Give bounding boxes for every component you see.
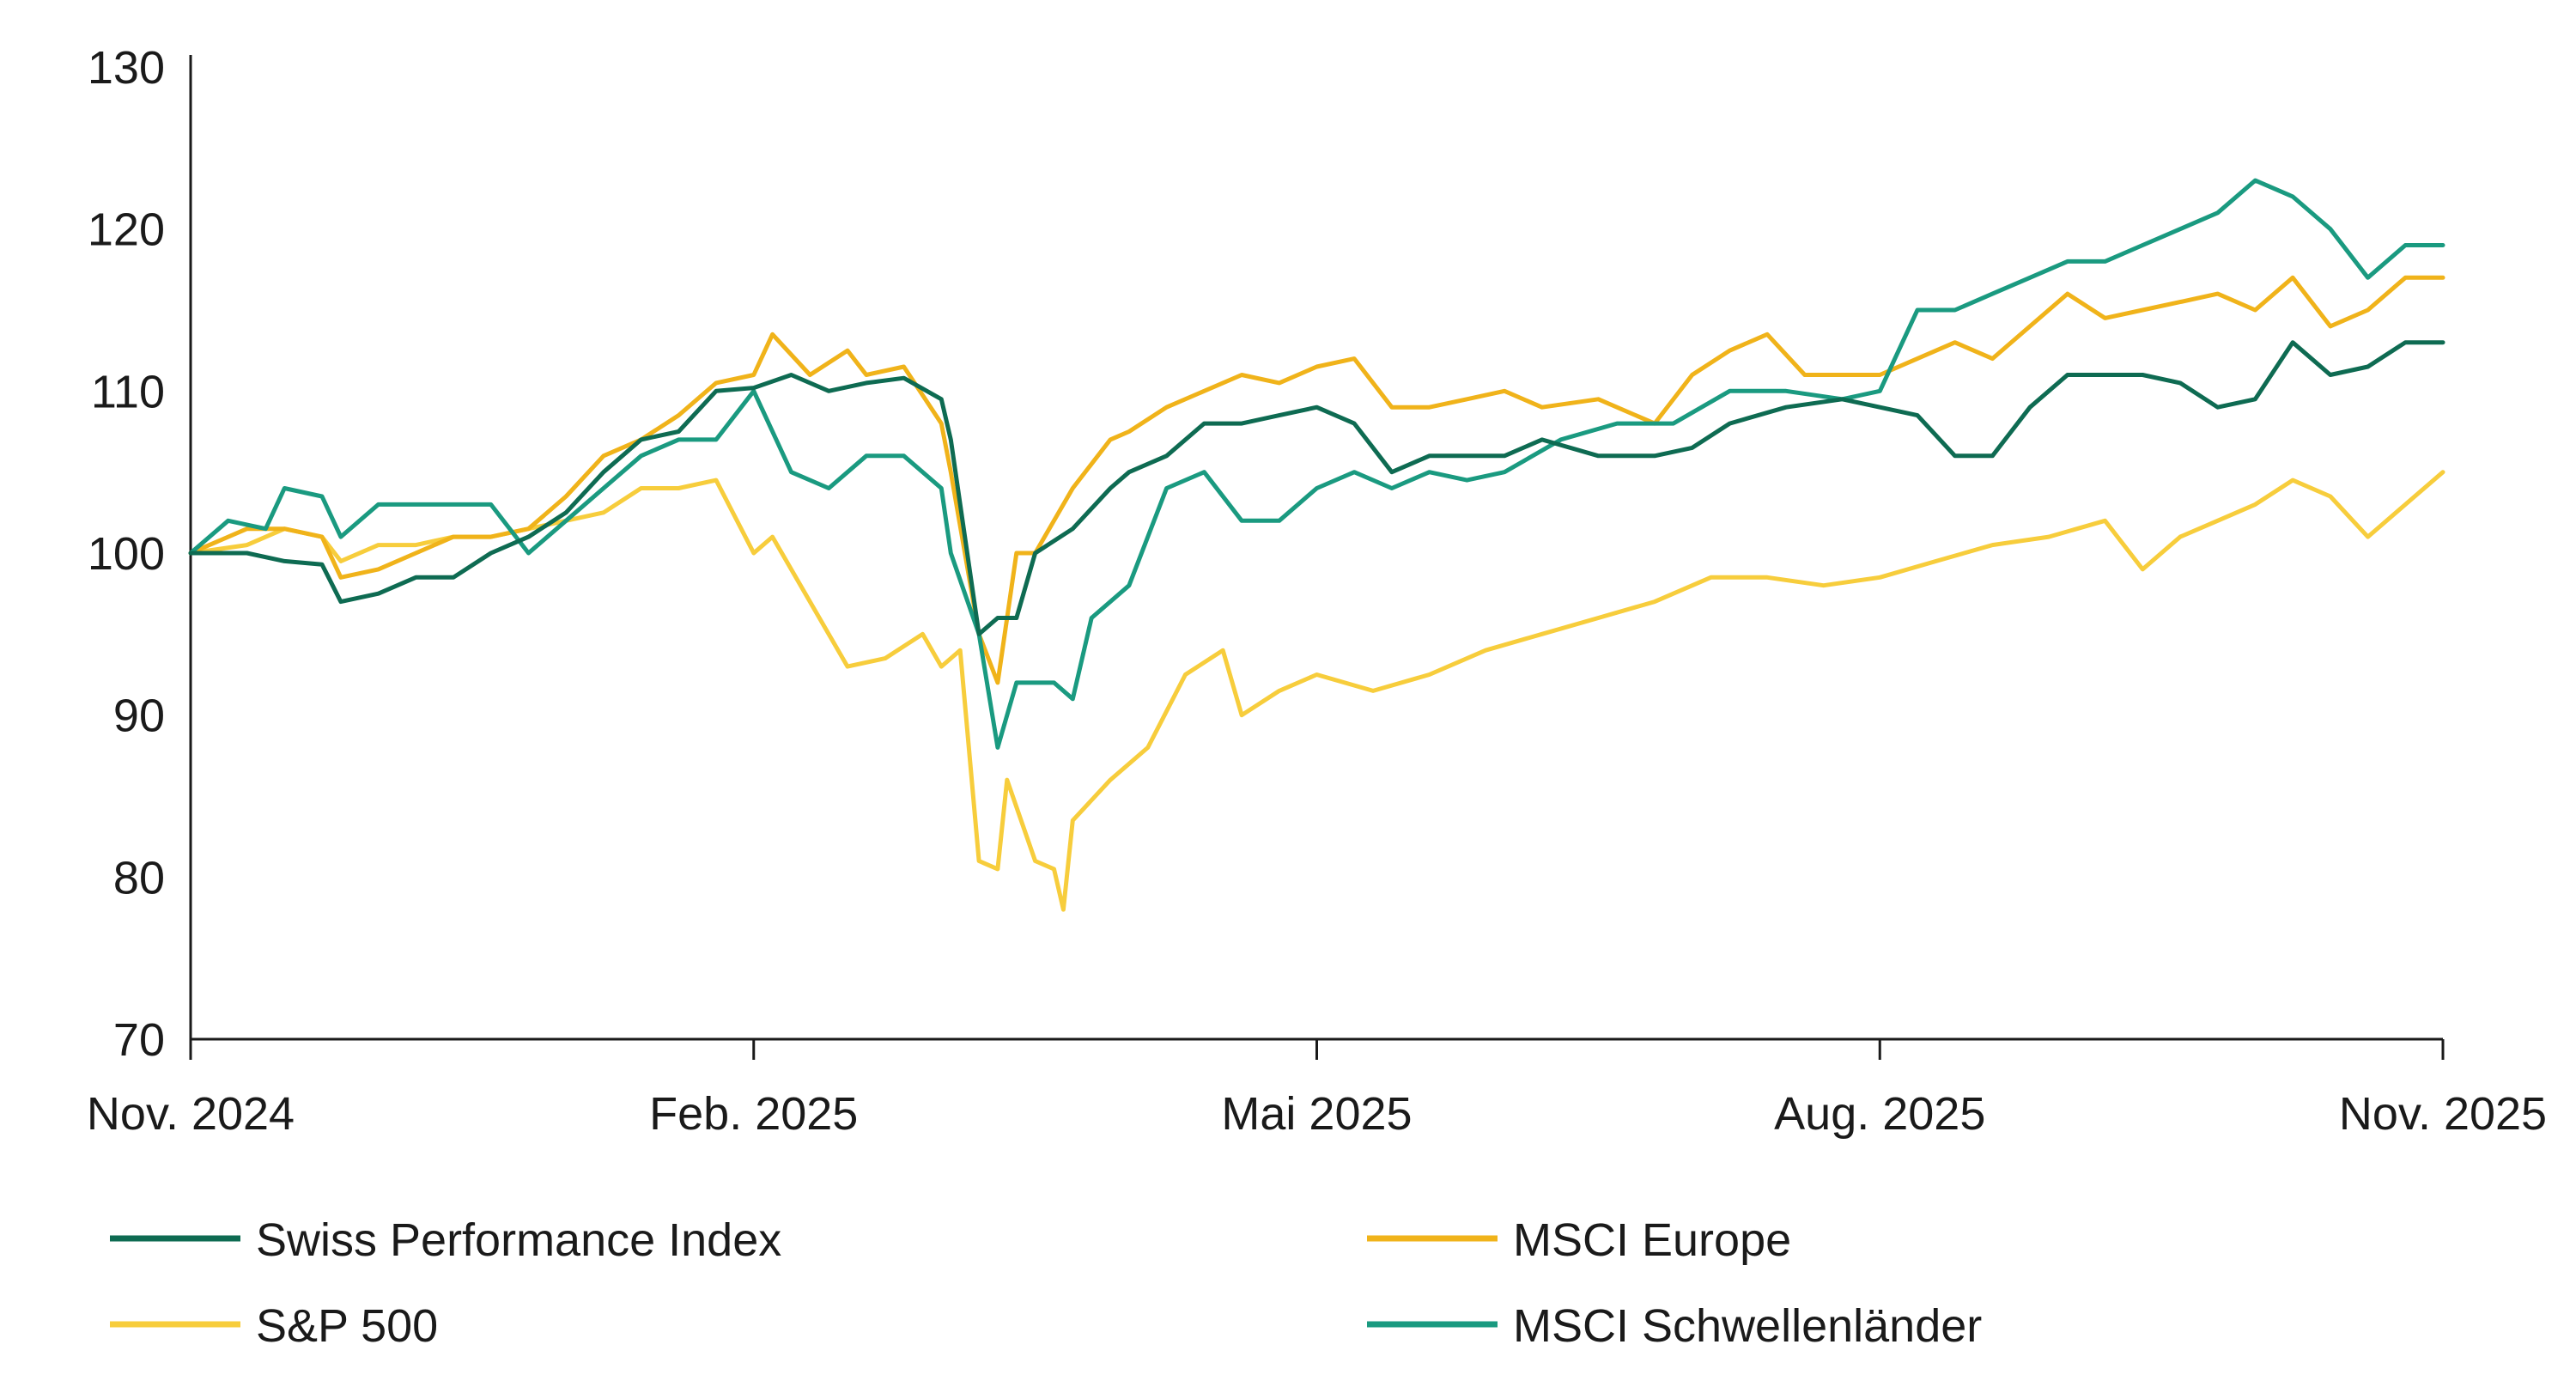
x-tick-label: Mai 2025 (1221, 1088, 1412, 1140)
legend-label-swiss: Swiss Performance Index (256, 1214, 781, 1266)
y-tick-label: 80 (113, 852, 165, 903)
y-tick-label: 70 (113, 1014, 165, 1066)
legend-item-swiss: Swiss Performance Index (110, 1214, 781, 1266)
legend: Swiss Performance Index MSCI Europe S&P … (110, 1214, 1982, 1352)
y-tick-label: 100 (88, 528, 165, 580)
x-tick-label: Feb. 2025 (649, 1088, 858, 1140)
x-tick-label: Aug. 2025 (1774, 1088, 1985, 1140)
legend-label-sp500: S&P 500 (256, 1300, 438, 1352)
legend-label-europe: MSCI Europe (1513, 1214, 1791, 1266)
y-tick-label: 130 (88, 42, 165, 94)
y-tick-label: 110 (91, 366, 165, 417)
legend-item-europe: MSCI Europe (1367, 1214, 1791, 1266)
series-line-swiss (188, 340, 2445, 636)
series-line-sp500 (188, 470, 2445, 912)
y-tick-label: 90 (113, 690, 165, 742)
legend-label-emerging: MSCI Schwellenländer (1513, 1300, 1982, 1352)
y-tick-label: 120 (88, 204, 165, 256)
series-lines (188, 178, 2445, 912)
axes: 70 80 90 100 110 120 130 Nov. 2024 Feb. 2025 Mai … (87, 42, 2547, 1140)
legend-item-emerging: MSCI Schwellenländer (1367, 1300, 1982, 1352)
x-tick-label: Nov. 2024 (87, 1088, 295, 1140)
legend-item-sp500: S&P 500 (110, 1300, 438, 1352)
series-line-europe (188, 275, 2445, 685)
series-line-emerging (188, 178, 2445, 750)
x-tick-label: Nov. 2025 (2339, 1088, 2547, 1140)
